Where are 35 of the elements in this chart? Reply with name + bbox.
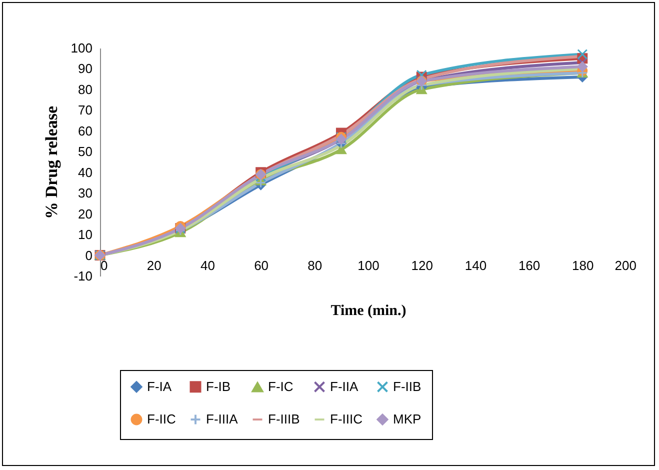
y-tick-label: 30 <box>78 186 92 201</box>
x-tick-label: 180 <box>572 258 594 273</box>
y-tick-label: 90 <box>78 61 92 76</box>
y-tick-label: 60 <box>78 123 92 138</box>
x-tick-label: 60 <box>254 258 269 273</box>
legend-label: F-IIIC <box>330 412 362 426</box>
y-tick-label: 80 <box>78 82 92 97</box>
y-tick-label: 10 <box>78 227 92 242</box>
x-tick-label: 100 <box>358 258 380 273</box>
x-tick-label: 0 <box>100 258 108 273</box>
y-axis-title: % Drug release <box>42 106 61 219</box>
legend-label: F-IIC <box>147 412 176 426</box>
x-tick-label: 120 <box>411 258 433 273</box>
x-tick-label: 80 <box>308 258 322 273</box>
y-tick-label: 50 <box>78 144 92 160</box>
x-tick-label: 40 <box>200 258 215 273</box>
y-tick-label: 0 <box>85 248 92 263</box>
legend-label: F-IB <box>206 378 231 394</box>
y-tick-label: -10 <box>74 268 92 284</box>
legend-label: F-IA <box>147 378 172 394</box>
y-tick-label: 100 <box>70 40 92 56</box>
y-tick-label: 40 <box>78 164 92 180</box>
x-axis-title: Time (min.) <box>330 302 406 319</box>
legend-label: F-IIIA <box>206 412 238 426</box>
legend-label: F-IIIB <box>268 412 300 426</box>
legend-label: MKP <box>393 412 422 426</box>
y-tick-label: 20 <box>78 206 92 222</box>
legend-label: F-IC <box>268 379 294 394</box>
x-tick-label: 160 <box>518 258 540 273</box>
legend-label: F-IIA <box>330 378 358 394</box>
x-tick-label: 140 <box>464 258 487 273</box>
x-tick-label: 20 <box>146 258 162 273</box>
y-tick-label: 70 <box>78 102 92 118</box>
legend-label: F-IIB <box>393 378 422 394</box>
x-tick-label: 200 <box>614 258 636 273</box>
